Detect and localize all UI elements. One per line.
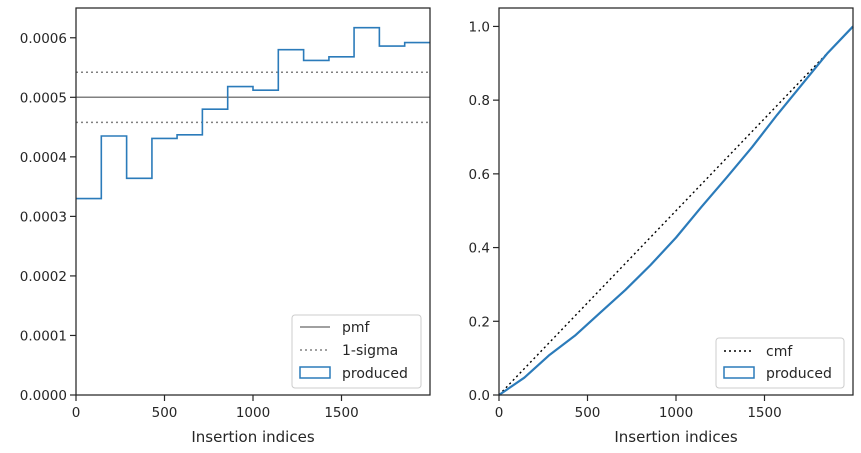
legend-produced-handle <box>723 366 755 379</box>
produced-cumulative <box>498 25 854 396</box>
cmf-line <box>498 25 854 396</box>
x-axis-ticks: 0 500 1000 1500 <box>495 395 782 421</box>
x-tick-label: 0 <box>72 405 81 421</box>
legend-cmf-label: cmf <box>766 344 793 360</box>
pmf-histogram-panel: 0 500 1000 1500 0.00000.00010.00020.00030.0… <box>20 7 431 446</box>
legend-sigma-label: 1-sigma <box>342 343 398 359</box>
x-axis-ticks: 0 500 1000 1500 <box>72 395 359 421</box>
y-axis-ticks: 0.0000 0.0001 0.0002 0.0003 0.0004 0.0005 0.00… <box>20 31 76 404</box>
y-tick-label: 0.0001 <box>20 328 67 344</box>
y-tick-label: 0.4 <box>469 241 490 257</box>
y-tick-label: 0.8 <box>469 93 490 109</box>
y-tick-label: 0.0006 <box>20 31 67 47</box>
legend: pmf 1-sigma produced <box>291 314 422 389</box>
produced-cumulative-line <box>498 25 854 396</box>
cmf-reference-line <box>498 25 854 396</box>
x-tick-label: 1500 <box>324 405 358 421</box>
legend-produced-label: produced <box>342 366 408 382</box>
legend-frame <box>291 314 422 389</box>
x-tick-label: 1000 <box>659 405 693 421</box>
y-tick-label: 0.0005 <box>20 90 67 106</box>
y-tick-label: 0.2 <box>469 314 490 330</box>
x-tick-label: 1000 <box>236 405 270 421</box>
x-tick-label: 0 <box>495 405 504 421</box>
y-tick-label: 0.0000 <box>20 388 67 404</box>
legend-produced-label: produced <box>766 366 832 382</box>
legend: cmf produced <box>715 337 845 389</box>
produced-histogram <box>76 26 430 200</box>
x-axis-label: Insertion indices <box>614 428 737 446</box>
legend-pmf-label: pmf <box>342 320 371 336</box>
cmf-panel: 0 500 1000 1500 0.0 0.2 0.4 0.6 0.8 1.0 Insertio… <box>469 7 854 446</box>
x-tick-label: 500 <box>152 405 178 421</box>
sigma-lines <box>76 71 430 124</box>
x-axis-label: Insertion indices <box>191 428 314 446</box>
y-tick-label: 0.0003 <box>20 209 67 225</box>
y-tick-label: 1.0 <box>469 19 490 35</box>
x-tick-label: 500 <box>575 405 601 421</box>
y-tick-label: 0.0004 <box>20 150 67 166</box>
legend-produced-handle <box>299 366 331 379</box>
x-tick-label: 1500 <box>747 405 781 421</box>
y-tick-label: 0.6 <box>469 167 490 183</box>
produced-step-line <box>76 26 430 200</box>
y-tick-label: 0.0 <box>469 388 490 404</box>
y-tick-label: 0.0002 <box>20 269 67 285</box>
legend-frame <box>715 337 845 389</box>
y-axis-ticks: 0.0 0.2 0.4 0.6 0.8 1.0 <box>469 19 499 404</box>
